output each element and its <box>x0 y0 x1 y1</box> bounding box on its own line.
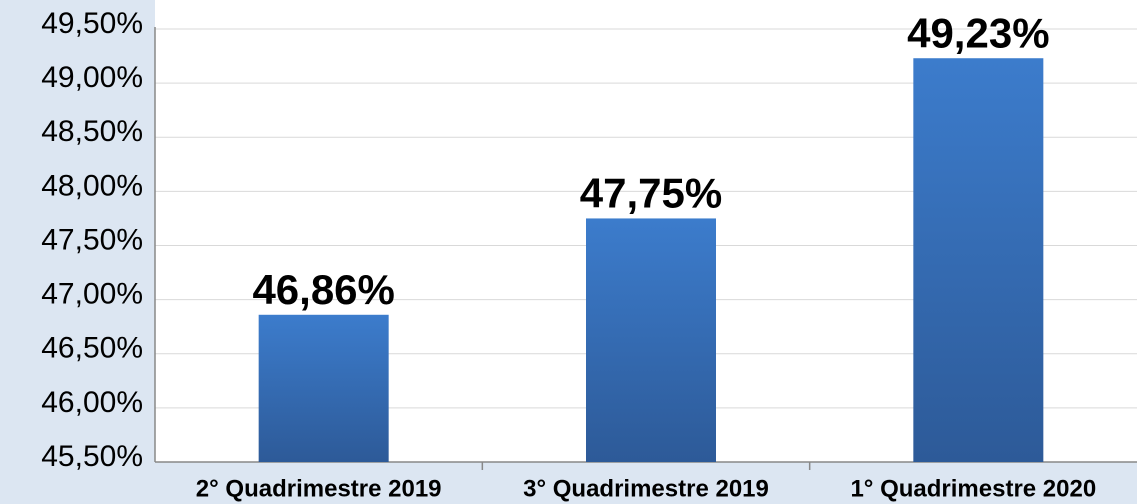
x-tick-label: 3° Quadrimestre 2019 <box>523 475 769 502</box>
y-tick-label: 46,00% <box>41 386 143 419</box>
y-tick-label: 49,00% <box>41 61 143 94</box>
y-tick-label: 45,50% <box>41 440 143 473</box>
bar <box>913 58 1044 462</box>
y-tick-label: 49,50% <box>41 7 143 40</box>
y-tick-label: 47,50% <box>41 223 143 256</box>
y-tick-label: 48,50% <box>41 115 143 148</box>
y-tick-label: 46,50% <box>41 332 143 365</box>
value-label: 47,75% <box>580 170 722 217</box>
bar <box>258 314 389 462</box>
value-label: 46,86% <box>252 266 394 313</box>
value-label: 49,23% <box>907 9 1049 56</box>
y-tick-label: 47,00% <box>41 278 143 311</box>
x-tick-label: 1° Quadrimestre 2020 <box>850 475 1096 502</box>
x-tick-label: 2° Quadrimestre 2019 <box>196 475 442 502</box>
bar <box>586 218 716 462</box>
y-tick-label: 48,00% <box>41 169 143 202</box>
